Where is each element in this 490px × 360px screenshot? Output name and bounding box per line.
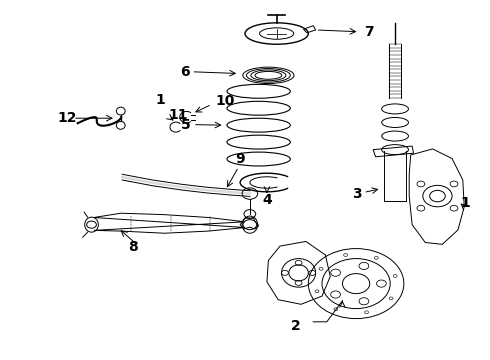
Text: 11: 11 [168,108,188,122]
Text: 1: 1 [461,196,470,210]
Text: 3: 3 [352,186,362,201]
Text: 2: 2 [291,319,301,333]
Text: 8: 8 [128,240,138,254]
Text: 5: 5 [181,118,191,132]
Text: 12: 12 [57,111,77,125]
Text: 1: 1 [156,93,166,107]
Text: 6: 6 [180,65,190,79]
Text: 9: 9 [235,152,245,166]
Text: 4: 4 [262,193,272,207]
Text: 10: 10 [216,94,235,108]
Text: 7: 7 [365,25,374,39]
